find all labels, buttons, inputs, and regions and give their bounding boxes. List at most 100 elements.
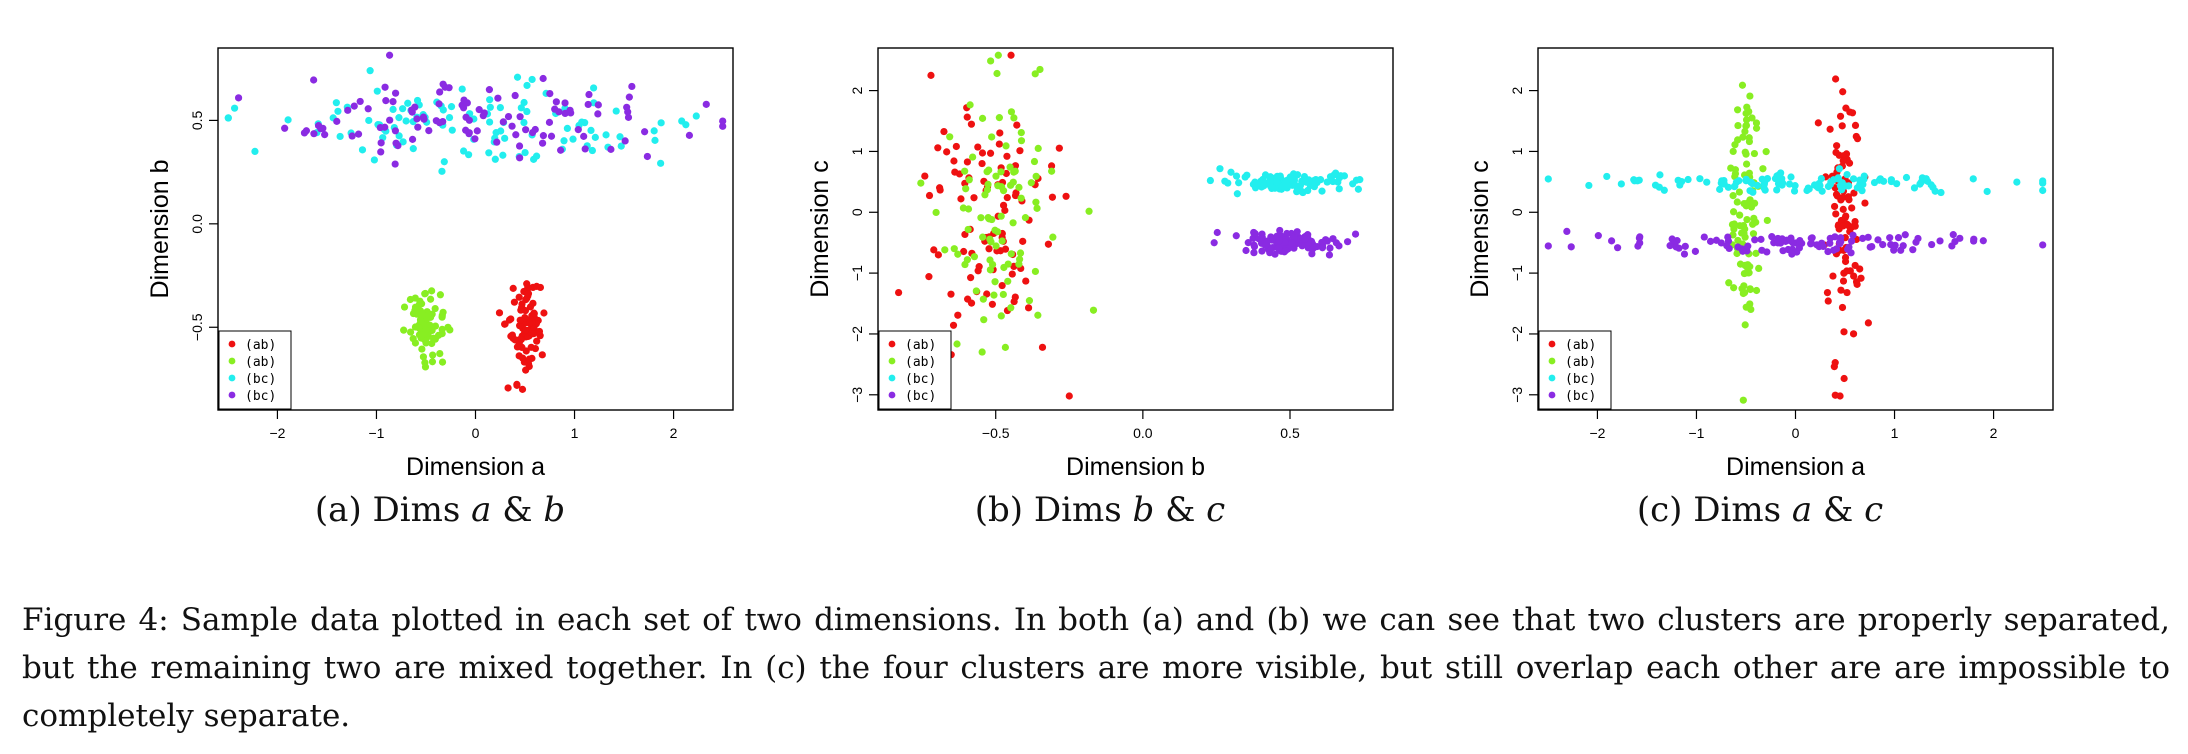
data-point bbox=[1563, 227, 1571, 236]
data-point bbox=[954, 250, 962, 258]
data-point bbox=[967, 120, 976, 128]
data-point bbox=[1899, 242, 1907, 250]
data-point bbox=[350, 102, 358, 110]
data-point bbox=[1015, 183, 1023, 191]
data-point bbox=[1242, 246, 1250, 255]
data-point bbox=[521, 326, 530, 335]
data-point bbox=[1731, 141, 1739, 149]
data-point bbox=[974, 143, 982, 151]
data-point bbox=[424, 311, 433, 319]
data-point bbox=[522, 126, 530, 134]
data-point bbox=[1706, 237, 1715, 245]
legend-marker bbox=[888, 391, 896, 399]
data-point bbox=[438, 358, 447, 366]
data-point bbox=[1055, 144, 1063, 152]
data-point bbox=[356, 97, 364, 106]
data-point bbox=[961, 260, 969, 269]
data-point bbox=[1861, 199, 1869, 207]
data-point bbox=[1283, 229, 1291, 238]
data-point bbox=[1910, 184, 1919, 192]
data-point bbox=[569, 135, 577, 143]
y-tick-label: 0.0 bbox=[189, 214, 205, 234]
data-point bbox=[588, 146, 596, 155]
data-point bbox=[1738, 229, 1746, 237]
data-point bbox=[1848, 204, 1856, 212]
data-point bbox=[997, 168, 1005, 176]
scatter-plot-a: −2 −1 0 1 2 −0.5 0.0 0.5 Dimension a Dimension b (… bbox=[146, 47, 734, 481]
data-point bbox=[1751, 236, 1759, 244]
data-point bbox=[992, 242, 1000, 250]
data-point bbox=[1210, 239, 1218, 247]
legend-marker bbox=[228, 374, 236, 382]
data-point bbox=[501, 320, 509, 328]
data-point bbox=[1696, 175, 1704, 183]
x-tick-label: −1 bbox=[1688, 425, 1704, 441]
data-point bbox=[978, 348, 986, 356]
data-point bbox=[486, 96, 494, 104]
data-point bbox=[385, 51, 394, 59]
data-point bbox=[1271, 184, 1279, 192]
data-point bbox=[389, 97, 397, 106]
data-point bbox=[1034, 311, 1042, 319]
data-point bbox=[333, 117, 341, 125]
data-point bbox=[508, 122, 516, 130]
data-point bbox=[1323, 237, 1331, 245]
data-point bbox=[1007, 304, 1015, 312]
data-point bbox=[943, 148, 951, 156]
data-point bbox=[1351, 230, 1360, 238]
data-point bbox=[515, 142, 524, 150]
data-point bbox=[491, 155, 499, 163]
data-point bbox=[1213, 228, 1221, 237]
scatter-plot-c: −2 −1 0 1 2 −3 −2 −1 0 1 2 Dimension a Dimension c (a… bbox=[1466, 47, 2054, 481]
data-point bbox=[581, 119, 589, 127]
data-point bbox=[400, 326, 408, 334]
data-points bbox=[895, 51, 1364, 400]
data-point bbox=[438, 311, 446, 319]
subcaption-c-var2: c bbox=[1864, 490, 1884, 530]
data-point bbox=[1013, 121, 1021, 129]
legend: (ab) (ab) (bc) (bc) bbox=[878, 330, 952, 410]
data-point bbox=[1004, 277, 1012, 285]
data-point bbox=[987, 57, 995, 65]
data-point bbox=[1594, 232, 1602, 240]
data-point bbox=[528, 354, 536, 362]
data-point bbox=[1567, 243, 1575, 251]
data-point bbox=[418, 311, 427, 319]
data-point bbox=[1630, 176, 1638, 184]
legend-label: (ab) bbox=[905, 355, 936, 370]
legend-marker bbox=[1548, 340, 1556, 348]
data-point bbox=[1774, 234, 1782, 243]
y-tick-label: 0 bbox=[849, 208, 865, 216]
data-point bbox=[1849, 231, 1857, 239]
plot-a: −2 −1 0 1 2 −0.5 0.0 0.5 Dimension a Dimension b (… bbox=[130, 0, 750, 490]
data-point bbox=[587, 126, 595, 135]
data-point bbox=[1232, 172, 1241, 180]
data-point bbox=[486, 118, 494, 126]
data-point bbox=[986, 235, 994, 243]
legend-label: (bc) bbox=[905, 389, 936, 404]
y-tick-label: 1 bbox=[849, 147, 865, 155]
data-point bbox=[224, 114, 232, 122]
data-point bbox=[1876, 175, 1884, 183]
data-point bbox=[445, 84, 453, 92]
data-point bbox=[1736, 260, 1745, 268]
data-point bbox=[1858, 234, 1867, 242]
data-point bbox=[1786, 237, 1794, 245]
data-point bbox=[1741, 127, 1749, 135]
data-point bbox=[994, 182, 1002, 190]
data-point bbox=[429, 334, 437, 342]
data-point bbox=[990, 291, 998, 299]
data-point bbox=[1001, 343, 1009, 351]
data-point bbox=[580, 132, 588, 140]
data-point bbox=[1613, 244, 1622, 252]
data-point bbox=[1838, 303, 1847, 312]
data-point bbox=[1603, 172, 1611, 181]
data-point bbox=[332, 99, 340, 107]
data-point bbox=[1850, 189, 1858, 197]
data-point bbox=[1048, 193, 1057, 201]
data-point bbox=[1017, 128, 1025, 137]
data-point bbox=[959, 204, 967, 212]
data-point bbox=[1301, 235, 1309, 243]
data-point bbox=[1818, 187, 1826, 195]
data-point bbox=[471, 135, 479, 143]
